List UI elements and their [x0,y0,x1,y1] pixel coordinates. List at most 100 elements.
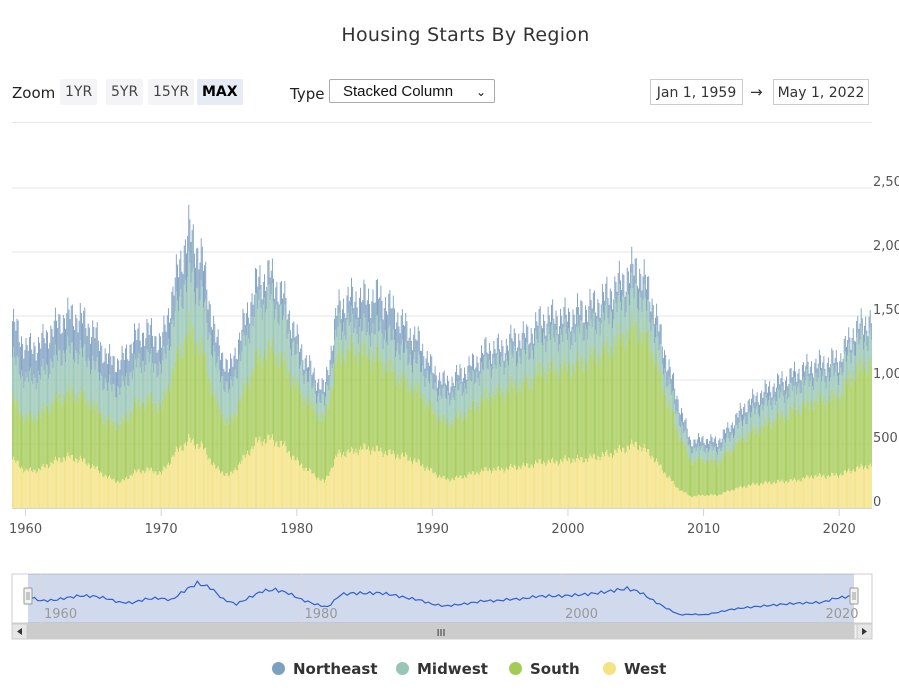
bar-midwest [17,357,19,401]
bar-south [774,424,776,484]
bar-midwest [352,314,354,343]
range-to-input[interactable]: May 1, 2022 [773,79,869,105]
bar-northeast [653,324,655,344]
bar-west [631,439,633,508]
bar-south [327,405,329,476]
bar-northeast [566,321,568,341]
bar-south [83,391,85,459]
bar-south [806,394,808,475]
bar-west [127,479,129,508]
bar-northeast [97,340,99,373]
bar-west [709,495,711,508]
legend-item-northeast[interactable]: Northeast [272,660,378,680]
bar-midwest [597,318,599,353]
bar-west [742,488,743,508]
bar-midwest [279,305,281,353]
bar-northeast [62,315,64,351]
bar-south [247,375,248,451]
bar-northeast [794,361,795,378]
zoom-max-button[interactable]: MAX [197,79,243,105]
bar-northeast [462,377,464,393]
bar-west [117,480,119,508]
bar-west [48,468,50,508]
bar-midwest [520,364,522,393]
range-from-input[interactable]: Jan 1, 1959 [650,79,743,105]
bar-west [511,467,513,508]
legend-item-south[interactable]: South [509,660,580,680]
bar-midwest [228,389,230,424]
bar-west [258,439,260,508]
bar-midwest [621,310,623,345]
bar-south [751,431,753,485]
bar-south [512,387,514,468]
bar-northeast [192,224,194,268]
bar-south [112,420,114,479]
bar-northeast [850,349,852,364]
bar-northeast [408,337,410,363]
bar-northeast [149,324,151,354]
bar-northeast [574,324,576,343]
bar-midwest [339,323,341,352]
bar-south [496,386,498,468]
bar-west [80,458,82,508]
bar-midwest [421,372,423,399]
bar-northeast [304,358,306,374]
bar-midwest [808,386,810,409]
bar-south [733,451,734,491]
bar-west [119,483,121,508]
bar-northeast [243,313,245,337]
legend-item-midwest[interactable]: Midwest [396,660,488,680]
bar-midwest [717,455,719,466]
bar-south [538,362,540,460]
bar-midwest [868,333,870,362]
bar-midwest [176,300,178,353]
bar-west [325,479,326,508]
bar-northeast [230,353,232,377]
legend-label-northeast: Northeast [293,660,378,678]
bar-northeast [520,348,522,365]
bar-west [527,463,529,508]
bar-northeast [130,343,132,372]
bar-south [128,421,130,479]
bar-west [251,446,253,508]
bar-northeast [658,331,660,351]
bar-west [26,470,28,508]
bar-west [32,472,34,508]
bar-south [48,415,50,469]
bar-northeast [805,365,807,380]
bar-south [266,358,268,443]
bar-south [866,371,868,469]
bar-northeast [684,420,686,432]
bar-midwest [855,356,856,381]
zoom-5yr-button[interactable]: 5YR [106,79,144,105]
legend-item-west[interactable]: West [603,660,666,680]
bar-west [665,473,667,508]
bar-northeast [264,274,265,298]
chart-type-select[interactable]: Stacked Column ⌄ [329,79,495,103]
bar-northeast [156,352,158,378]
zoom-1yr-button[interactable]: 1YR [60,79,98,105]
bar-south [362,354,364,450]
bar-south [556,368,558,462]
bar-northeast [677,399,679,415]
bar-northeast [632,263,634,289]
bar-midwest [313,382,315,405]
toolbar-divider [12,122,872,123]
bar-northeast [543,314,545,333]
bar-northeast [443,370,445,387]
bar-west [836,475,838,508]
bar-west [58,457,60,508]
bar-south [187,332,189,442]
bar-northeast [175,254,177,292]
bar-midwest [161,373,163,410]
bar-south [820,394,821,475]
bar-northeast [439,372,441,389]
bar-west [403,456,404,508]
bar-west [408,460,410,508]
bar-northeast [592,292,594,313]
bar-south [468,402,470,473]
zoom-15yr-button[interactable]: 15YR [148,79,195,105]
bar-midwest [32,384,34,421]
bar-south [183,339,185,445]
bar-west [499,469,500,508]
